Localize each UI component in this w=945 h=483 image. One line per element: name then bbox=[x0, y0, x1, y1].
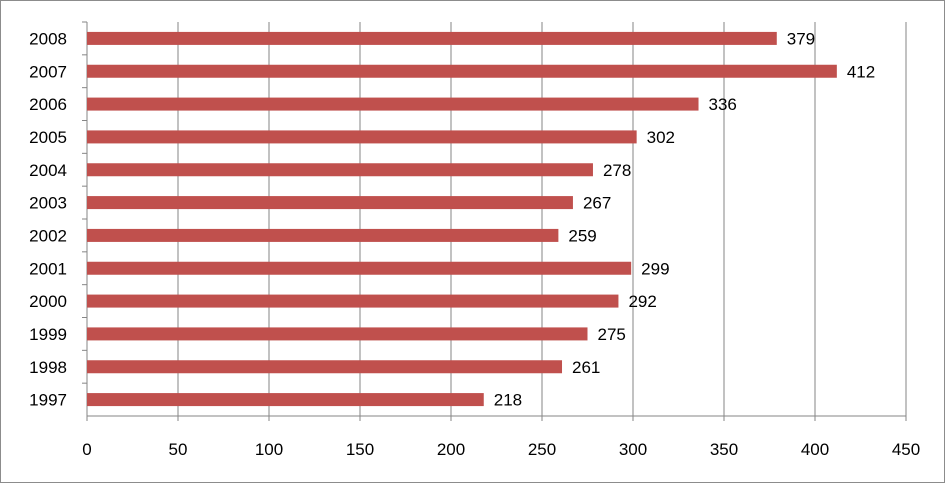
data-label: 292 bbox=[628, 292, 656, 311]
x-tick-label: 100 bbox=[255, 440, 283, 459]
data-label: 267 bbox=[583, 194, 611, 213]
x-tick-label: 200 bbox=[437, 440, 465, 459]
category-label: 2007 bbox=[29, 62, 67, 81]
category-label: 1999 bbox=[29, 325, 67, 344]
x-tick-label: 400 bbox=[801, 440, 829, 459]
bar bbox=[87, 261, 632, 275]
data-label: 336 bbox=[709, 95, 737, 114]
category-label: 1998 bbox=[29, 358, 67, 377]
x-tick-label: 250 bbox=[528, 440, 556, 459]
bar bbox=[87, 393, 484, 407]
category-label: 2005 bbox=[29, 128, 67, 147]
data-label: 412 bbox=[847, 62, 875, 81]
category-label: 2002 bbox=[29, 226, 67, 245]
bar bbox=[87, 360, 563, 374]
data-label: 218 bbox=[494, 391, 522, 410]
category-label: 2004 bbox=[29, 161, 67, 180]
x-tick-label: 300 bbox=[619, 440, 647, 459]
category-label: 2006 bbox=[29, 95, 67, 114]
category-label: 2000 bbox=[29, 292, 67, 311]
bar bbox=[87, 327, 588, 341]
bar bbox=[87, 228, 559, 242]
data-label: 299 bbox=[641, 259, 669, 278]
x-tick-label: 450 bbox=[892, 440, 920, 459]
category-label: 1997 bbox=[29, 391, 67, 410]
data-label: 259 bbox=[568, 226, 596, 245]
x-tick-label: 50 bbox=[169, 440, 188, 459]
bar bbox=[87, 163, 593, 177]
bar bbox=[87, 64, 837, 78]
bar bbox=[87, 294, 619, 308]
data-label: 261 bbox=[572, 358, 600, 377]
bar bbox=[87, 31, 777, 45]
x-tick-label: 0 bbox=[82, 440, 91, 459]
data-label: 278 bbox=[603, 161, 631, 180]
category-label: 2001 bbox=[29, 259, 67, 278]
x-tick-label: 350 bbox=[710, 440, 738, 459]
bar bbox=[87, 97, 699, 111]
data-label: 302 bbox=[647, 128, 675, 147]
category-label: 2008 bbox=[29, 29, 67, 48]
bar bbox=[87, 196, 573, 210]
data-label: 275 bbox=[598, 325, 626, 344]
category-label: 2003 bbox=[29, 194, 67, 213]
x-tick-label: 150 bbox=[346, 440, 374, 459]
bar bbox=[87, 130, 637, 144]
data-label: 379 bbox=[787, 29, 815, 48]
